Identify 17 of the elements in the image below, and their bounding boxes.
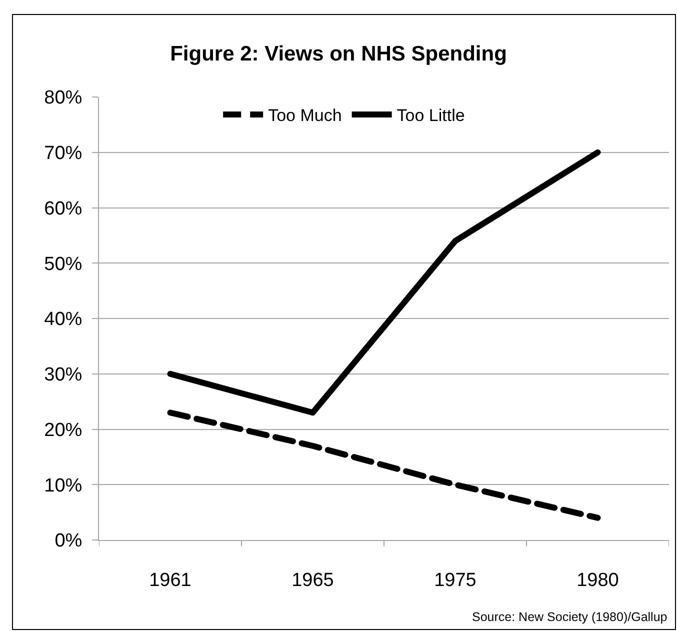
x-tick-label: 1980 <box>576 570 619 591</box>
y-tick-label: 70% <box>44 143 82 164</box>
y-tick-label: 50% <box>44 254 82 275</box>
x-tick-label: 1961 <box>149 570 192 591</box>
y-tick-label: 10% <box>44 475 82 496</box>
y-tick-label: 20% <box>44 420 82 441</box>
source-note: Source: New Society (1980)/Gallup <box>472 610 668 624</box>
y-tick-label: 40% <box>44 309 82 330</box>
chart-title: Figure 2: Views on NHS Spending <box>170 42 507 66</box>
legend-label: Too Much <box>268 106 342 126</box>
y-tick-label: 80% <box>44 88 82 109</box>
y-tick-label: 60% <box>44 198 82 220</box>
legend-label: Too Little <box>396 106 465 126</box>
y-tick-label: 0% <box>54 530 82 552</box>
x-tick-label: 1965 <box>292 570 334 591</box>
x-tick-label: 1975 <box>434 570 476 591</box>
y-tick-label: 30% <box>44 364 82 386</box>
